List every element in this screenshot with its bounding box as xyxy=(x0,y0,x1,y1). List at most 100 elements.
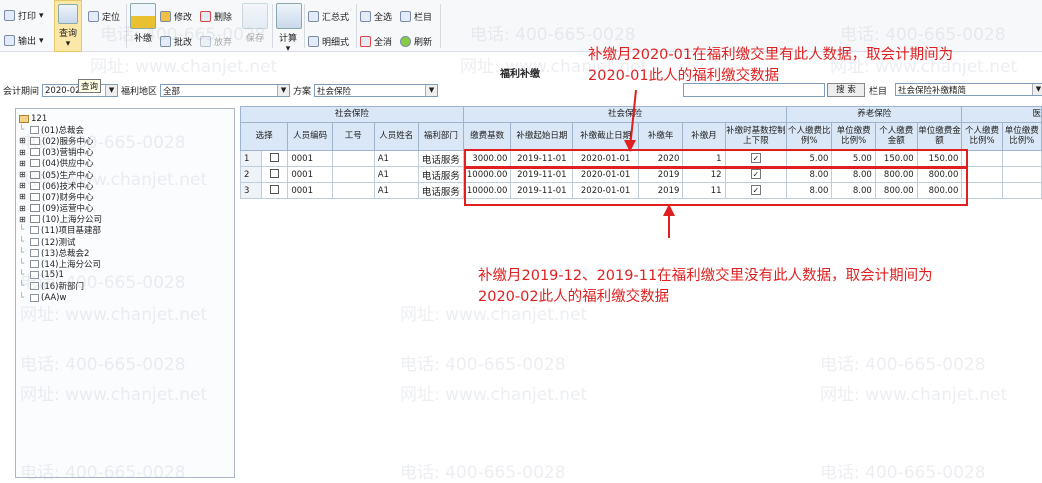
table-row[interactable]: 3 0001 A1 电话服务 10000.00 2019-11-01 2020-01-01 2… xyxy=(240,182,1042,199)
calculate-button[interactable]: 计算 ▾ xyxy=(276,0,302,54)
tree-item[interactable]: └ (12)测试 xyxy=(19,236,76,248)
column-header[interactable]: 人员编码 xyxy=(287,122,333,151)
expand-icon[interactable]: ⊞ xyxy=(19,147,26,157)
column-header[interactable]: 个人缴费金额 xyxy=(874,122,918,151)
tree-item[interactable]: └ (15)1 xyxy=(19,270,64,281)
tree-item[interactable]: └ (11)项目基建部 xyxy=(19,225,101,237)
column-header[interactable]: 个人缴费比例% xyxy=(786,122,833,151)
cell: 11 xyxy=(682,182,726,199)
document-icon xyxy=(30,125,39,134)
column-header[interactable]: 工号 xyxy=(331,122,375,151)
detail-view-button[interactable]: 明细式 xyxy=(308,35,349,48)
column-header[interactable]: 缴费基数 xyxy=(462,122,512,151)
select-checkbox[interactable] xyxy=(270,152,280,162)
folder-icon xyxy=(30,159,40,168)
deselect-all-button[interactable]: 全消 xyxy=(360,35,392,48)
summary-view-button[interactable]: 汇总式 xyxy=(308,10,349,23)
tree-item[interactable]: └ (13)总裁会2 xyxy=(19,247,90,259)
column-header[interactable]: 补缴时基数控制上下限 xyxy=(724,122,788,151)
export-icon xyxy=(4,35,15,46)
refresh-button[interactable]: 刷新 xyxy=(400,35,432,48)
row-number: 3 xyxy=(240,182,262,199)
group-header: 医 xyxy=(961,106,1042,123)
delete-button[interactable]: 删除 xyxy=(200,10,232,23)
select-all-button[interactable]: 全选 xyxy=(360,10,392,23)
select-checkbox[interactable] xyxy=(270,184,280,194)
tree-item[interactable]: └ (01)总裁会 xyxy=(19,124,84,136)
tree-root[interactable]: 121 xyxy=(19,113,234,124)
magnifier-icon xyxy=(58,4,78,24)
columns-button[interactable]: 栏目 xyxy=(400,10,432,23)
tree-item[interactable]: ⊞ (04)供应中心 xyxy=(19,158,94,170)
coins-icon xyxy=(130,3,156,29)
region-select[interactable]: 全部 ▼ xyxy=(160,84,291,97)
cell: 2019 xyxy=(637,182,684,199)
search-input[interactable] xyxy=(683,83,825,97)
cell: A1 xyxy=(373,182,419,199)
chevron-down-icon: ▼ xyxy=(1032,84,1042,95)
filter-bar: 会计期间 2020-02 ▼ 福利地区 全部 ▼ 方案 社会保险 ▼ xyxy=(0,83,640,98)
tree-item[interactable]: ⊞ (10)上海分公司 xyxy=(19,214,102,226)
folder-icon xyxy=(30,215,40,224)
printer-icon xyxy=(4,10,15,21)
expand-icon[interactable]: ⊞ xyxy=(19,203,26,213)
tree-item[interactable]: └ (14)上海分公司 xyxy=(19,259,101,271)
tooltip: 查询 xyxy=(78,79,102,93)
cell: 2020-01-01 xyxy=(572,182,639,199)
tree-item[interactable]: ⊞ (07)财务中心 xyxy=(19,192,94,203)
annotation-bottom: 补缴月2019-12、2019-11在福利缴交里没有此人数据，取会计期间为 202… xyxy=(478,268,933,306)
tree-item[interactable]: ⊞ (06)技术中心 xyxy=(19,181,94,192)
column-header[interactable]: 选择 xyxy=(239,122,289,151)
expand-icon[interactable]: ⊞ xyxy=(19,192,26,202)
expand-icon[interactable]: ⊞ xyxy=(19,136,26,146)
folder-icon xyxy=(30,181,40,190)
base-limit-checkbox[interactable]: ✓ xyxy=(750,185,761,195)
tree-item[interactable]: ⊞ (09)运营中心 xyxy=(19,203,94,215)
arrow-up-icon xyxy=(663,204,675,216)
base-limit-checkbox[interactable]: ✓ xyxy=(750,153,761,163)
batch-edit-button[interactable]: 批改 xyxy=(160,35,192,48)
column-header[interactable]: 单位缴费比例% xyxy=(1001,122,1042,151)
select-checkbox[interactable] xyxy=(270,168,280,178)
folder-open-icon xyxy=(19,114,29,123)
column-header[interactable]: 个人缴费比例% xyxy=(961,122,1003,151)
discard-button[interactable]: 放弃 xyxy=(200,35,232,48)
document-icon xyxy=(30,293,39,302)
calculator-icon xyxy=(276,3,302,29)
column-header[interactable]: 补缴年 xyxy=(637,122,684,151)
tree-item[interactable]: └ (AA)w xyxy=(19,292,67,303)
expand-icon[interactable]: ⊞ xyxy=(19,181,26,191)
tree-item[interactable]: ⊞ (03)营销中心 xyxy=(19,147,94,159)
column-scheme-select[interactable]: 社会保险补缴精简 ▼ xyxy=(895,83,1042,96)
expand-icon[interactable]: ⊞ xyxy=(19,158,26,168)
expand-icon[interactable]: ⊞ xyxy=(19,170,26,180)
supplement-button[interactable]: 补缴 xyxy=(130,0,156,44)
edit-button[interactable]: 修改 xyxy=(160,10,192,23)
sigma-icon xyxy=(308,11,319,22)
export-button[interactable]: 输出 ▾ xyxy=(4,34,44,47)
search-button[interactable]: 搜 索 xyxy=(827,83,865,97)
tree-item[interactable]: ⊞ (05)生产中心 xyxy=(19,170,94,181)
column-header[interactable]: 补缴起始日期 xyxy=(510,122,574,151)
chevron-down-icon: ▼ xyxy=(277,85,290,96)
delete-icon xyxy=(200,11,211,22)
print-button[interactable]: 打印 ▾ xyxy=(4,9,44,22)
table-row[interactable]: 1 0001 A1 电话服务 3000.00 2019-11-01 2020-01-01 20… xyxy=(240,150,1042,167)
cell: 1 xyxy=(682,150,726,167)
base-limit-checkbox[interactable]: ✓ xyxy=(750,169,761,179)
locate-button[interactable]: 定位 xyxy=(88,10,120,23)
column-header[interactable]: 福利部门 xyxy=(417,122,464,151)
expand-icon[interactable]: ⊞ xyxy=(19,214,26,224)
deselect-all-icon xyxy=(360,36,371,47)
plan-select[interactable]: 社会保险 ▼ xyxy=(314,84,439,97)
column-header[interactable]: 单位缴费比例% xyxy=(831,122,876,151)
cell: 电话服务 xyxy=(417,182,464,199)
query-button[interactable]: 查询 ▾ xyxy=(54,0,82,52)
tree-item[interactable]: ⊞ (02)服务中心 xyxy=(19,136,94,147)
tree-item[interactable]: └ (16)新部门 xyxy=(19,281,84,293)
column-header[interactable]: 补缴月 xyxy=(682,122,726,151)
discard-icon xyxy=(200,36,211,47)
save-button[interactable]: 保存 xyxy=(242,0,268,44)
document-icon xyxy=(30,271,39,280)
